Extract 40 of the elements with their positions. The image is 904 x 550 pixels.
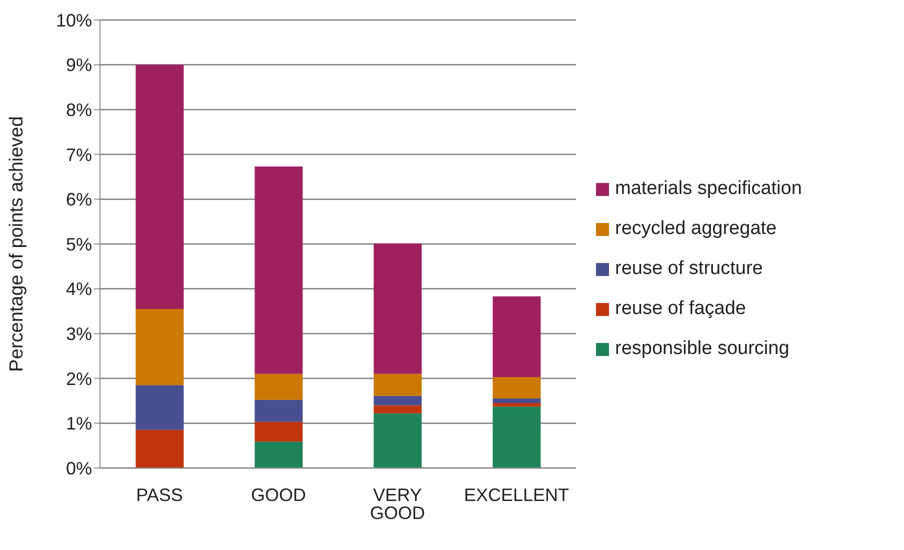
bar — [254, 374, 303, 400]
legend-label: reuse of structure — [615, 258, 763, 280]
bar — [374, 396, 422, 406]
x-tick-label: EXCELLENT — [464, 484, 570, 505]
y-tick-label: 6% — [66, 190, 92, 210]
bar — [136, 308, 184, 386]
x-tick-label: VERY GOOD — [370, 484, 426, 523]
y-axis-title: Percentage of points achieved — [6, 116, 28, 372]
bar — [136, 385, 184, 430]
bar — [254, 400, 303, 422]
bar — [374, 413, 422, 468]
y-tick-label: 9% — [66, 55, 92, 76]
bar — [492, 377, 541, 399]
bar — [374, 374, 422, 396]
bar — [254, 442, 303, 468]
y-tick-label: 1% — [66, 414, 92, 434]
bar — [136, 430, 184, 468]
legend-label: materials specification — [615, 178, 802, 200]
bar — [254, 166, 303, 374]
bar — [492, 296, 541, 378]
x-tick-label: PASS — [136, 484, 183, 505]
y-tick-label: 4% — [66, 279, 92, 300]
bar — [374, 405, 422, 414]
y-tick-label: 10% — [56, 10, 92, 30]
bar — [492, 406, 541, 468]
bar — [374, 244, 422, 374]
y-tick-label: 0% — [66, 458, 92, 478]
y-tick-label: 8% — [66, 100, 92, 120]
legend-label: reuse of façade — [615, 298, 746, 320]
y-tick-label: 2% — [66, 368, 92, 389]
legend-label: recycled aggregate — [615, 218, 777, 240]
y-tick-label: 3% — [66, 324, 92, 344]
bar — [492, 398, 541, 404]
bar — [254, 422, 303, 442]
bar — [492, 403, 541, 407]
bar — [136, 64, 184, 309]
legend-label: responsible sourcing — [615, 338, 790, 360]
y-tick-label: 5% — [66, 234, 92, 254]
x-tick-label: GOOD — [250, 484, 306, 505]
y-tick-label: 7% — [66, 144, 92, 165]
